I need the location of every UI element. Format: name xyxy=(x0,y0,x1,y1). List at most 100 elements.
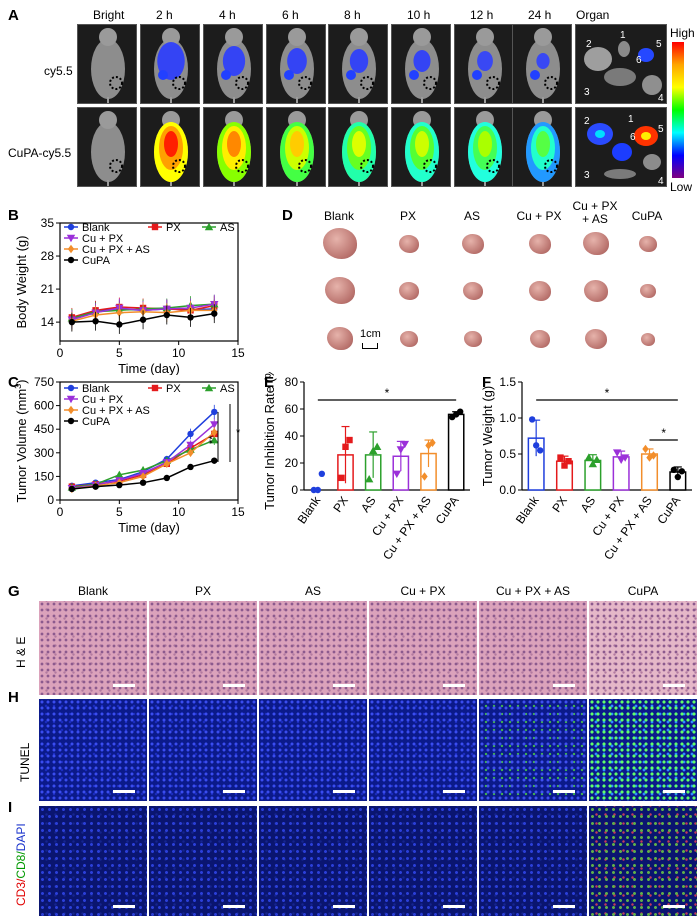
tumor-circle xyxy=(544,76,558,90)
mouse-svg xyxy=(217,28,251,103)
organ-liver-core xyxy=(641,132,651,140)
marker-diamond xyxy=(429,438,436,447)
y-tick-label: 450 xyxy=(34,422,54,436)
mouse-image xyxy=(77,107,137,187)
time-label: 8 h xyxy=(344,8,361,22)
y-axis-label-end: ) xyxy=(14,379,29,383)
histology-image xyxy=(588,805,698,917)
marker-circle xyxy=(68,318,76,326)
mouse-tail xyxy=(170,97,172,103)
marker-triangle xyxy=(372,442,382,450)
signal-blob xyxy=(477,51,493,71)
signal-core xyxy=(415,131,429,157)
y-tick-label: 0 xyxy=(291,483,298,497)
marker-circle xyxy=(187,430,194,438)
marker-diamond xyxy=(139,472,147,481)
histology-group-label: Cu + PX + AS xyxy=(495,584,571,598)
colorbar-low-label: Low xyxy=(670,180,693,194)
tumor-group-label: Cu + PX xyxy=(516,209,562,223)
mouse-image xyxy=(328,107,388,187)
histology-scale-bar xyxy=(443,790,465,793)
signal-core xyxy=(536,131,550,157)
mouse-tail xyxy=(296,180,298,186)
mouse-head xyxy=(99,111,117,129)
organ-spleen-b xyxy=(604,169,636,179)
marker-diamond xyxy=(67,244,75,254)
tumor-circle xyxy=(423,76,437,90)
histology-scale-bar xyxy=(223,905,245,908)
legend-label: CuPA xyxy=(82,416,111,428)
marker-circle xyxy=(187,314,194,321)
y-tick-label: 28 xyxy=(41,249,55,263)
legend-label: Cu + PX + AS xyxy=(82,244,150,256)
organ-small xyxy=(618,41,630,57)
mouse-head xyxy=(288,28,306,46)
signal-blob xyxy=(536,53,550,69)
row-label-cupa-cy55: CuPA-cy5.5 xyxy=(8,146,72,160)
organ-num-4: 4 xyxy=(658,93,664,104)
tumor-circle xyxy=(360,159,374,173)
x-tick-label: CuPA xyxy=(433,494,462,527)
histology-image xyxy=(258,698,368,802)
tumor-group-label: CuPA xyxy=(631,209,663,223)
legend-label: Blank xyxy=(82,222,110,234)
mouse-svg xyxy=(280,111,314,186)
signal-core xyxy=(352,131,366,157)
tumor-photo xyxy=(400,331,418,348)
time-label: 4 h xyxy=(219,8,236,22)
time-label: Bright xyxy=(93,8,125,22)
mouse-image xyxy=(203,24,263,104)
tumor-circle xyxy=(235,76,249,90)
mouse-svg xyxy=(405,111,439,186)
tumor-photo xyxy=(462,234,484,254)
tumor-circle xyxy=(360,76,374,90)
y-tick-label: 1.5 xyxy=(499,375,516,389)
histology-scale-bar xyxy=(443,905,465,908)
mouse-image xyxy=(203,107,263,187)
histology-image xyxy=(368,698,478,802)
marker-square xyxy=(557,454,564,461)
y-tick-label: 0.0 xyxy=(499,483,516,497)
legend-label: AS xyxy=(220,222,235,234)
tumor-photo xyxy=(583,232,609,256)
signal-spot xyxy=(409,70,419,80)
marker-square xyxy=(561,462,568,469)
marker-circle xyxy=(211,457,218,464)
marker-diamond xyxy=(642,444,649,454)
x-tick-label: 0 xyxy=(57,505,64,519)
marker-circle xyxy=(67,256,75,264)
mouse-body xyxy=(91,122,125,182)
scale-bar-label: 1cm xyxy=(360,328,381,340)
y-tick-label: 14 xyxy=(41,315,55,329)
marker-circle xyxy=(68,485,76,493)
histology-scale-bar xyxy=(333,905,355,908)
marker-triangle xyxy=(364,475,374,483)
marker-triangle-down xyxy=(620,454,630,462)
marker-circle xyxy=(92,317,99,325)
signal-spot xyxy=(284,70,294,80)
tumor-circle xyxy=(298,159,312,173)
x-tick-label: 10 xyxy=(172,346,186,360)
marker-circle xyxy=(139,479,147,486)
marker-circle xyxy=(678,468,686,475)
x-tick-label: CuPA xyxy=(654,494,683,527)
tumor-photo xyxy=(530,330,550,348)
mouse-image xyxy=(77,24,137,104)
y-axis-label: Tumor Volume (mm3) xyxy=(13,379,29,502)
sig-label-1: ** xyxy=(207,435,219,444)
marker-triangle-down xyxy=(400,440,410,449)
histology-group-label: CuPA xyxy=(627,584,659,598)
row-label-cy55: cy5.5 xyxy=(44,64,73,78)
histology-scale-bar xyxy=(553,905,575,908)
significance-star: * xyxy=(605,386,610,400)
histology-image xyxy=(478,698,588,802)
x-tick-label: Blank xyxy=(513,493,542,526)
panel-label-h: H xyxy=(8,689,19,706)
time-label: 24 h xyxy=(528,8,552,22)
mouse-tail xyxy=(542,180,544,186)
y-tick-label: 300 xyxy=(34,446,54,460)
tumor-circle xyxy=(109,76,123,90)
histology-image xyxy=(588,698,698,802)
histology-scale-bar xyxy=(663,905,685,908)
